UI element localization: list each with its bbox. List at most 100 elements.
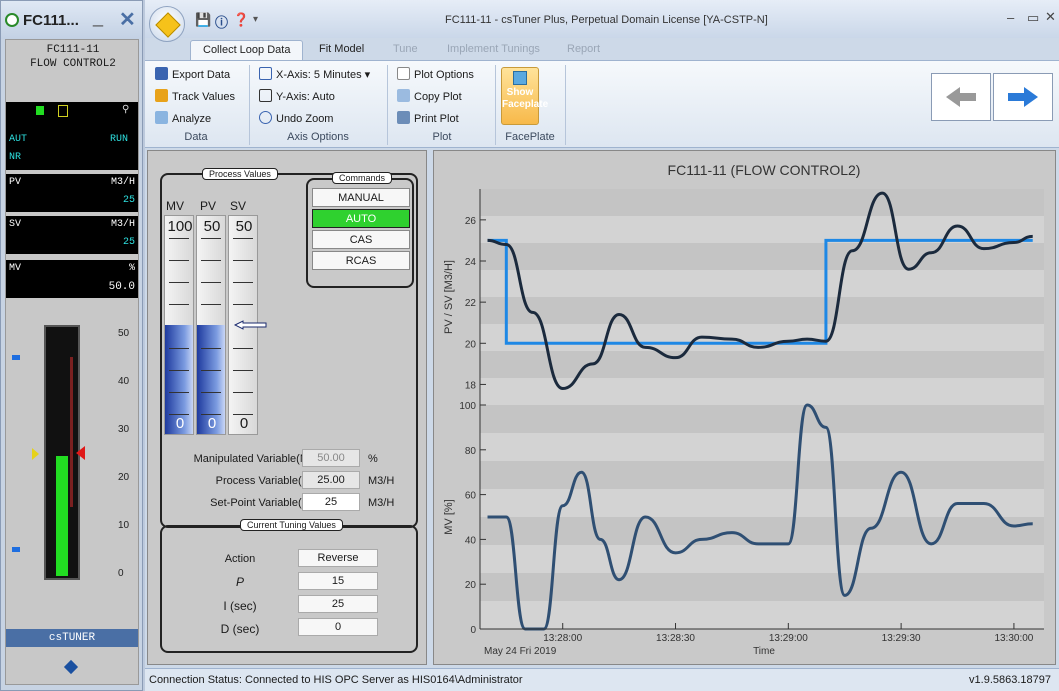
undo-zoom-button[interactable]: Undo Zoom	[259, 111, 333, 125]
group-data: Data	[184, 131, 208, 143]
mv-bar-fill	[165, 325, 193, 434]
sv-unit: M3/H	[110, 219, 135, 230]
maximize-button[interactable]: ▭	[1027, 10, 1040, 25]
tuning-box	[160, 525, 418, 653]
export-data-button[interactable]: Export Data	[155, 67, 230, 81]
bar-tick	[169, 260, 189, 261]
bar-tick	[201, 348, 221, 349]
x-axis-label: Time	[753, 646, 775, 657]
d-field: 0	[298, 618, 378, 636]
track-icon	[155, 89, 168, 102]
x-axis-dropdown[interactable]: X-Axis: 5 Minutes ▾	[259, 67, 370, 81]
plot-band	[480, 351, 1044, 378]
pv-value: 25	[122, 195, 135, 206]
process-values-title: Process Values	[202, 168, 278, 180]
sv-input[interactable]: 25	[302, 493, 360, 511]
command-manual-button[interactable]: MANUAL	[312, 188, 410, 207]
y-tick-label: 40	[465, 535, 477, 546]
close-icon[interactable]: ✕	[119, 9, 136, 31]
show-faceplate-button[interactable]: Show Faceplate	[501, 67, 549, 125]
divider	[249, 65, 250, 145]
print-plot-label: Print Plot	[414, 113, 459, 125]
meter-scale-label: 30	[118, 424, 130, 435]
copy-plot-button[interactable]: Copy Plot	[397, 89, 462, 103]
tuning-title: Current Tuning Values	[240, 519, 343, 531]
close-button[interactable]: ✕	[1045, 9, 1056, 24]
mv-field: 50.00	[302, 449, 360, 467]
y-tick-label: 60	[465, 491, 477, 502]
sv-pointer-icon[interactable]	[76, 446, 85, 460]
tab-tune[interactable]: Tune	[393, 43, 418, 55]
process-panel: Process Values MV PV SV 100 0 50 0 50 0 Com…	[147, 150, 427, 665]
app-menu-button[interactable]	[149, 6, 185, 42]
status-circle-icon	[5, 13, 19, 27]
qat-dropdown-icon[interactable]: ▾	[253, 14, 259, 25]
tab-collect-loop-data[interactable]: Collect Loop Data	[190, 40, 304, 60]
y-tick-label: 100	[459, 401, 476, 412]
status-bar: Connection Status: Connected to HIS OPC …	[145, 668, 1059, 691]
bar-tick	[233, 260, 253, 261]
y-axis-button[interactable]: Y-Axis: Auto	[259, 89, 335, 103]
y-tick-label: 26	[465, 216, 477, 227]
tab-fit-model[interactable]: Fit Model	[319, 43, 365, 55]
pv-meter-fill	[56, 455, 68, 576]
save-icon	[155, 67, 168, 80]
bar-tick	[233, 392, 253, 393]
sv-arrow-icon[interactable]	[233, 320, 268, 333]
checklist-icon	[397, 67, 410, 80]
command-auto-button[interactable]: AUTO	[312, 209, 410, 228]
y-tick-label: 18	[465, 380, 477, 391]
sv-value: 25	[122, 237, 135, 248]
command-cas-button[interactable]: CAS	[312, 230, 410, 249]
faceplate: FC111-11 FLOW CONTROL2 ⚲ AUT RUN NR PV M…	[5, 39, 139, 685]
faceplate-tag-desc: FLOW CONTROL2	[30, 58, 116, 70]
back-button[interactable]	[931, 73, 991, 121]
forward-button[interactable]	[993, 73, 1053, 121]
mv-label: MV	[9, 263, 22, 274]
mv-bar-min: 0	[175, 415, 185, 432]
bar-tick	[169, 392, 189, 393]
bar-tick	[201, 304, 221, 305]
zoom-icon	[259, 111, 272, 124]
track-values-button[interactable]: Track Values	[155, 89, 235, 103]
help-icon[interactable]: ❓	[233, 12, 250, 27]
show-faceplate-label-2: Faceplate	[502, 99, 549, 110]
y-axis-icon	[259, 89, 272, 102]
plot-options-button[interactable]: Plot Options	[397, 67, 474, 81]
bar-tick	[201, 260, 221, 261]
chart-icon	[155, 111, 168, 124]
bar-tick	[201, 392, 221, 393]
x-tick-label: 13:28:30	[656, 633, 695, 644]
series-line	[487, 403, 1033, 631]
pv-bar-min: 0	[207, 415, 217, 432]
alarm-text: NR	[9, 152, 22, 163]
mv-block: MV % 50.0	[6, 260, 138, 298]
mv-heading: MV	[166, 199, 184, 213]
x-tick-label: 13:29:30	[882, 633, 921, 644]
show-faceplate-label-1: Show	[506, 87, 534, 98]
bar-tick	[201, 370, 221, 371]
plot-band	[480, 573, 1044, 601]
y-axis-label: PV / SV [M3/H]	[443, 260, 455, 334]
arrow-left-icon	[946, 87, 976, 107]
doc-icon	[58, 105, 68, 117]
print-plot-button[interactable]: Print Plot	[397, 111, 459, 125]
info-icon[interactable]: ⓘ	[215, 15, 229, 30]
x-axis-label: X-Axis: 5 Minutes ▾	[276, 69, 371, 81]
loop-data-chart[interactable]: FC111-11 (FLOW CONTROL2) 18 20 22 24 26 PV / S…	[434, 151, 1055, 664]
save-icon[interactable]: 💾	[195, 12, 212, 27]
diamond-icon[interactable]	[63, 659, 79, 675]
main-window: 💾 ⓘ ❓ ▾ FC111-11 - csTuner Plus, Perpetu…	[145, 0, 1059, 691]
group-axis-options: Axis Options	[287, 131, 349, 143]
minimize-button[interactable]: _	[93, 7, 104, 27]
tab-report[interactable]: Report	[567, 43, 601, 55]
command-rcas-button[interactable]: RCAS	[312, 251, 410, 270]
tab-implement-tunings[interactable]: Implement Tunings	[447, 43, 540, 55]
pv-bar-max: 50	[203, 218, 221, 235]
print-icon	[397, 111, 410, 124]
y-tick-label: 80	[465, 446, 477, 457]
analyze-button[interactable]: Analyze	[155, 111, 211, 125]
minimize-button[interactable]: –	[1007, 10, 1015, 25]
group-faceplate: FacePlate	[505, 131, 555, 143]
bar-tick	[169, 414, 189, 415]
